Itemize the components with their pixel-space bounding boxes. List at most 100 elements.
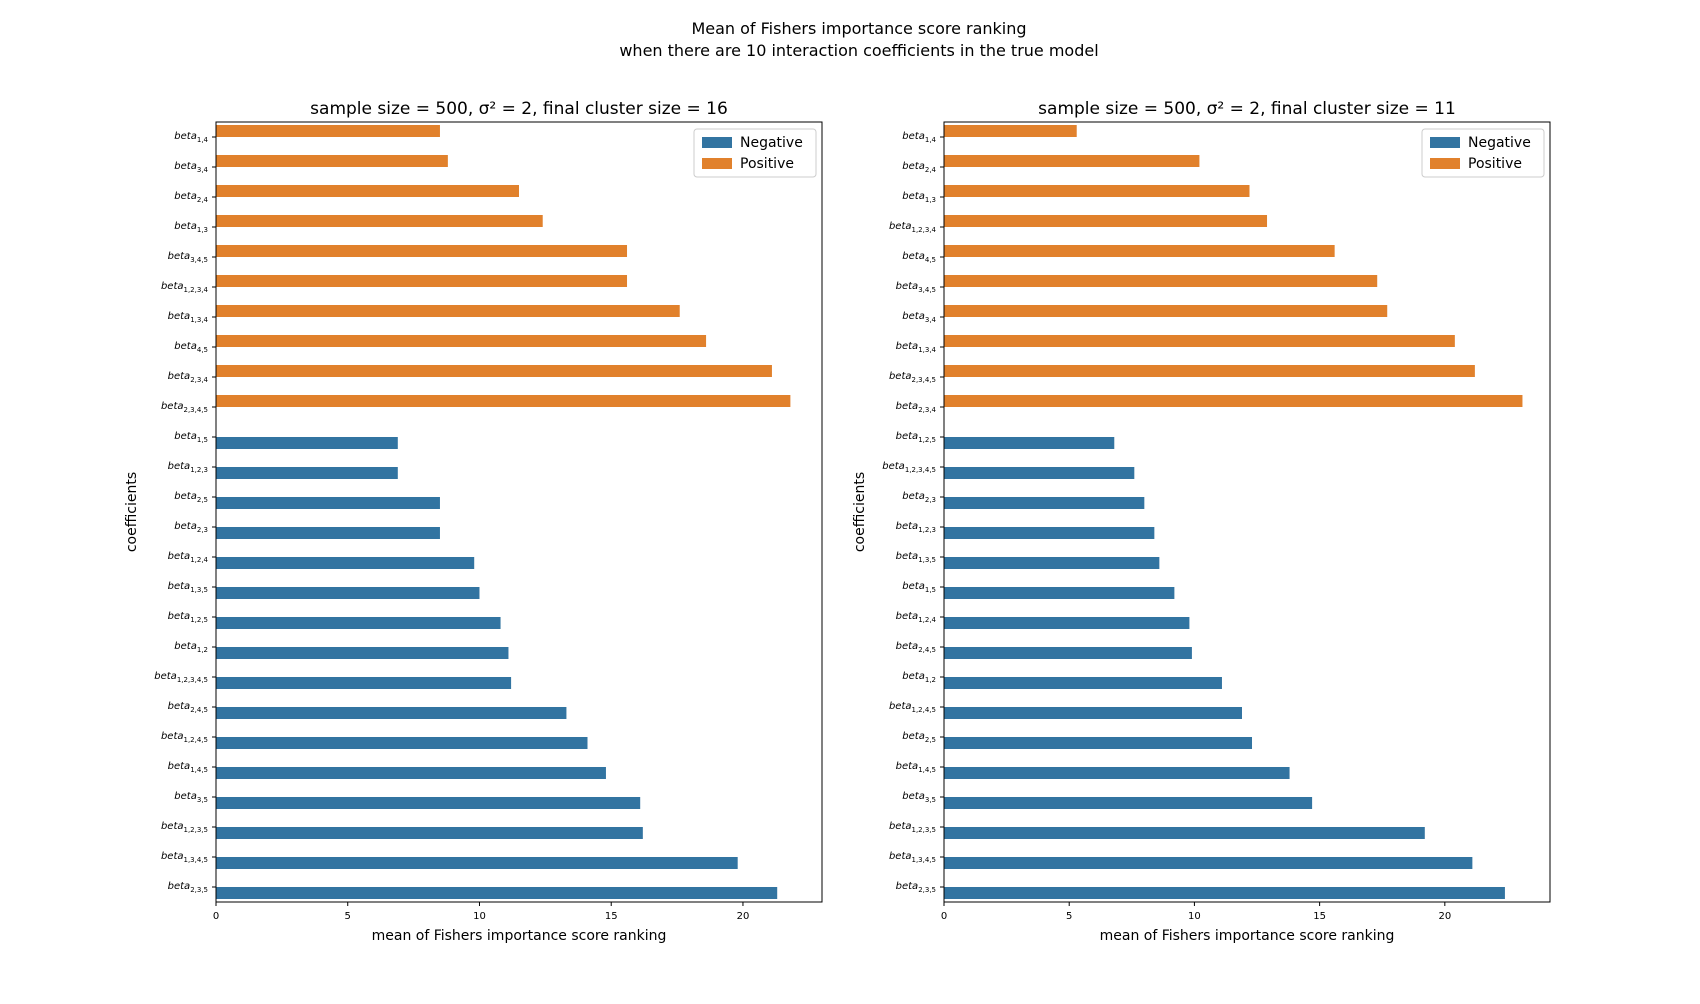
chart1-ytick-label-17: beta1,2,5 [168,611,208,624]
chart1-xtick-label: 10 [473,911,486,922]
chart2-ytick-label-3: beta1,3 [902,191,936,204]
chart1-ytick-label-1: beta1,4 [174,131,208,144]
chart1-ytick-label-20: beta2,4,5 [168,701,208,714]
chart2-bar-17 [944,617,1190,629]
chart1-legend-swatch-positive [702,158,732,169]
chart1-legend-label-positive: Positive [740,156,794,172]
chart1-ytick-label-14: beta2,3 [174,521,208,534]
chart1-y-axis-label: coefficients [124,472,140,552]
chart1-legend-swatch-negative [702,137,732,148]
chart1-bar-21 [216,737,588,749]
chart1-bar-17 [216,617,501,629]
chart2-ytick-label-10: beta2,3,4 [896,401,937,414]
chart2-x-axis-label: mean of Fishers importance score ranking [1100,928,1395,944]
chart1-bar-3 [216,185,519,197]
chart2-ytick-label-9: beta2,3,4,5 [889,371,936,384]
chart2-title: sample size = 500, σ² = 2, final cluster… [1038,99,1456,119]
chart2-ytick-label-12: beta1,2,3,4,5 [882,461,936,474]
chart2-bar-9 [944,365,1475,377]
chart1-bar-25 [216,857,738,869]
chart2-bar-23 [944,797,1313,809]
chart2-bar-4 [944,215,1268,227]
chart1-bar-11 [216,437,398,449]
chart2-axes-frame [943,121,1551,903]
chart2-bar-10 [944,395,1523,407]
chart1-bar-19 [216,677,512,689]
figure-title-line2: when there are 10 interaction coefficien… [619,41,1098,60]
chart1-ytick-label-21: beta1,2,4,5 [161,731,208,744]
chart2-xtick-label: 5 [1066,911,1072,922]
chart2-legend-label-positive: Positive [1468,156,1522,172]
chart2-legend-swatch-negative [1430,137,1460,148]
chart2-ytick-label-11: beta1,2,5 [896,431,936,444]
chart2-bar-11 [944,437,1115,449]
chart1-ytick-label-26: beta2,3,5 [168,881,208,894]
chart2-ytick-label-25: beta1,3,4,5 [889,851,936,864]
chart2-ytick-label-16: beta1,5 [902,581,936,594]
chart2-bar-19 [944,677,1222,689]
chart1-ytick-label-5: beta3,4,5 [168,251,208,264]
chart1-ytick-label-13: beta2,5 [174,491,208,504]
chart2-ytick-label-21: beta2,5 [902,731,936,744]
chart1-bar-14 [216,527,440,539]
chart1-xtick-label: 15 [605,911,618,922]
chart1-bar-16 [216,587,480,599]
chart2-ytick-label-13: beta2,3 [902,491,936,504]
chart1-ytick-label-3: beta2,4 [174,191,208,204]
chart1-bar-10 [216,395,791,407]
chart2-ytick-label-4: beta1,2,3,4 [889,221,937,234]
chart2-bar-18 [944,647,1192,659]
chart1-x-axis-label: mean of Fishers importance score ranking [372,928,667,944]
chart1-xtick-label: 5 [345,911,351,922]
chart1-bar-4 [216,215,543,227]
chart2-legend-swatch-positive [1430,158,1460,169]
chart2-ytick-label-14: beta1,2,3 [896,521,936,534]
chart1-axes-frame [215,121,823,903]
chart1-ytick-label-19: beta1,2,3,4,5 [154,671,208,684]
chart2-xtick-label: 15 [1313,911,1326,922]
chart2-ytick-label-19: beta1,2 [902,671,936,684]
chart2-bar-21 [944,737,1253,749]
chart1-ytick-label-18: beta1,2 [174,641,208,654]
chart2-y-axis-label: coefficients [852,472,868,552]
chart1-bar-24 [216,827,643,839]
chart2-bar-15 [944,557,1160,569]
chart2-ytick-label-7: beta3,4 [902,311,936,324]
chart2-bar-6 [944,275,1378,287]
chart2-bar-1 [944,125,1077,137]
chart2-legend-label-negative: Negative [1468,135,1531,151]
chart1-ytick-label-7: beta1,3,4 [168,311,209,324]
chart2-ytick-label-8: beta1,3,4 [896,341,937,354]
chart2-bar-14 [944,527,1155,539]
chart1-bar-9 [216,365,772,377]
chart2-bar-2 [944,155,1200,167]
chart1-bar-8 [216,335,707,347]
chart2-bar-5 [944,245,1335,257]
chart1-ytick-label-2: beta3,4 [174,161,208,174]
chart2-ytick-label-15: beta1,3,5 [896,551,936,564]
chart2-xtick-label: 0 [941,911,947,922]
chart1-title: sample size = 500, σ² = 2, final cluster… [310,99,728,119]
chart2-ytick-label-2: beta2,4 [902,161,936,174]
chart1-ytick-label-6: beta1,2,3,4 [161,281,209,294]
chart2-bar-12 [944,467,1135,479]
chart2-bar-20 [944,707,1242,719]
chart2-xtick-label: 10 [1188,911,1201,922]
chart1-ytick-label-4: beta1,3 [174,221,208,234]
chart2-ytick-label-20: beta1,2,4,5 [889,701,936,714]
chart2-bar-13 [944,497,1145,509]
chart1-ytick-label-11: beta1,5 [174,431,208,444]
chart2-bar-22 [944,767,1290,779]
chart1-bar-13 [216,497,440,509]
chart1-bar-6 [216,275,628,287]
chart1-ytick-label-8: beta4,5 [174,341,208,354]
chart2-bar-16 [944,587,1175,599]
figure-title-line1: Mean of Fishers importance score ranking [691,19,1026,38]
chart2-ytick-label-1: beta1,4 [902,131,936,144]
chart2-bar-7 [944,305,1388,317]
chart1-legend-label-negative: Negative [740,135,803,151]
chart1-bar-20 [216,707,567,719]
chart1-ytick-label-15: beta1,2,4 [168,551,209,564]
